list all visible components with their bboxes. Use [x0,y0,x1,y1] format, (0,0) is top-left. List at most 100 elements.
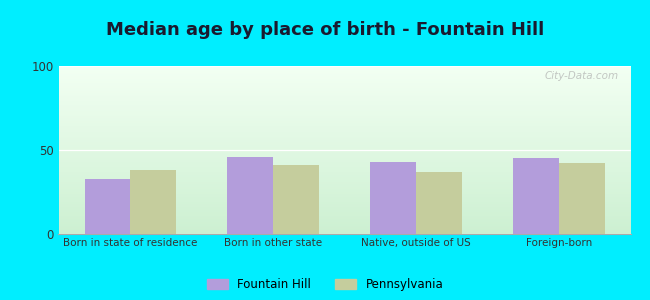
Bar [58,136,630,138]
Bar [58,158,630,160]
Bar [58,170,630,172]
Bar [58,81,630,83]
Bar [58,93,630,94]
Bar [58,131,630,133]
Bar [58,74,630,76]
Bar [58,152,630,153]
Bar [58,120,630,122]
Bar [58,71,630,73]
Bar [58,172,630,173]
Bar [58,229,630,231]
Bar [58,155,630,157]
Bar [84,178,130,234]
Bar [58,167,630,169]
Bar [58,96,630,98]
Bar [58,197,630,199]
Bar [58,215,630,217]
Bar [58,106,630,108]
Bar [58,211,630,212]
Bar [58,78,630,80]
Bar [58,115,630,116]
Bar [58,147,630,148]
Bar [58,68,630,69]
Bar [58,122,630,123]
Bar [58,202,630,204]
Bar [58,207,630,209]
Bar [370,162,416,234]
Bar [58,217,630,219]
Bar [58,83,630,85]
Bar [58,89,630,91]
Bar [58,185,630,187]
Bar [58,140,630,142]
Bar [58,133,630,135]
Bar [58,199,630,200]
Bar [58,116,630,118]
Bar [58,195,630,197]
Bar [58,127,630,128]
Bar [58,162,630,164]
Bar [58,204,630,206]
Text: Median age by place of birth - Fountain Hill: Median age by place of birth - Fountain … [106,21,544,39]
Bar [559,164,604,234]
Bar [58,85,630,86]
Bar [58,214,630,215]
Bar [58,232,630,234]
Bar [58,182,630,184]
Bar [273,165,318,234]
Bar [58,145,630,147]
Bar [58,138,630,140]
Bar [58,165,630,167]
Bar [416,172,462,234]
Text: City-Data.com: City-Data.com [545,71,619,81]
Bar [58,206,630,207]
Bar [58,231,630,232]
Bar [58,150,630,152]
Bar [58,192,630,194]
Bar [58,227,630,229]
Bar [58,125,630,127]
Bar [58,178,630,180]
Bar [227,157,273,234]
Bar [58,180,630,182]
Bar [58,175,630,177]
Bar [130,170,176,234]
Bar [58,189,630,190]
Bar [58,66,630,68]
Bar [58,110,630,111]
Bar [58,220,630,222]
Bar [58,101,630,103]
Bar [58,194,630,195]
Bar [58,69,630,71]
Bar [58,173,630,175]
Bar [58,123,630,125]
Bar [58,100,630,101]
Bar [58,209,630,211]
Bar [58,184,630,185]
Bar [58,80,630,81]
Bar [58,153,630,155]
Bar [58,219,630,220]
Bar [58,164,630,165]
Bar [58,108,630,110]
Bar [58,200,630,202]
Bar [58,98,630,100]
Bar [58,73,630,74]
Bar [58,103,630,105]
Bar [58,86,630,88]
Bar [58,94,630,96]
Bar [58,128,630,130]
Bar [58,190,630,192]
Bar [513,158,559,234]
Bar [58,169,630,170]
Bar [58,130,630,131]
Bar [58,177,630,178]
Bar [58,143,630,145]
Bar [58,91,630,93]
Legend: Fountain Hill, Pennsylvania: Fountain Hill, Pennsylvania [207,278,443,291]
Bar [58,187,630,189]
Bar [58,226,630,227]
Bar [58,212,630,214]
Bar [58,160,630,162]
Bar [58,111,630,113]
